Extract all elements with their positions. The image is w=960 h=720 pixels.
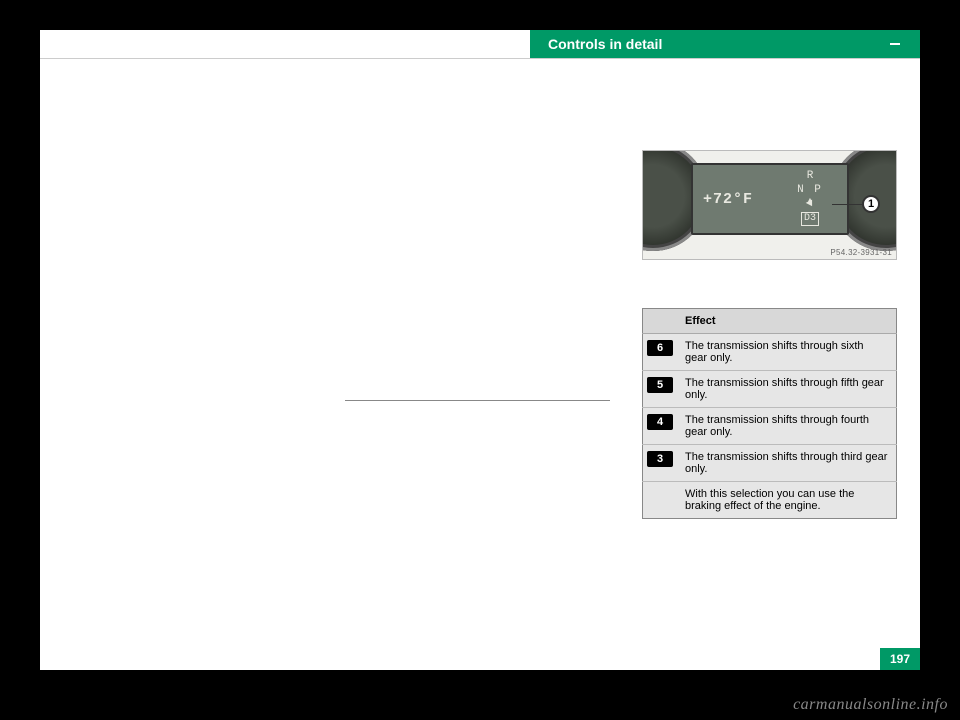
page-number: 197	[880, 648, 920, 670]
callout-number: 1	[862, 195, 880, 213]
gear-badge-cell: 3	[643, 445, 678, 482]
callout-leader-line	[832, 204, 862, 205]
gear-effect-text: The transmission shifts through fifth ge…	[677, 371, 897, 408]
gear-badge-5: 5	[647, 377, 673, 393]
header-divider	[40, 58, 920, 59]
table-header-effect: Effect	[677, 309, 897, 334]
cluster-body: +72°F R N P ◄ D3 1	[643, 151, 896, 245]
gear-effect-text: The transmission shifts through sixth ge…	[677, 334, 897, 371]
table-row: 3 The transmission shifts through third …	[643, 445, 897, 482]
gear-np: N P ◄	[795, 183, 825, 197]
watermark: carmanualsonline.info	[793, 696, 948, 714]
gear-selected: D3	[801, 212, 819, 226]
gear-badge-cell-empty	[643, 482, 678, 519]
gear-r: R	[795, 169, 825, 183]
gear-badge-6: 6	[647, 340, 673, 356]
instrument-cluster-figure: +72°F R N P ◄ D3 1 P54.32-3931-31	[642, 150, 897, 260]
gear-badge-3: 3	[647, 451, 673, 467]
display-temperature: +72°F	[703, 191, 753, 208]
table-row: 6 The transmission shifts through sixth …	[643, 334, 897, 371]
table-row: 5 The transmission shifts through fifth …	[643, 371, 897, 408]
gear-range-table: Effect 6 The transmission shifts through…	[642, 308, 897, 519]
table-header-empty	[643, 309, 678, 334]
gear-effect-text: The transmission shifts through third ge…	[677, 445, 897, 482]
multifunction-display: +72°F R N P ◄ D3	[691, 163, 849, 235]
table-row: With this selection you can use the brak…	[643, 482, 897, 519]
header-tab-label: Controls in detail	[548, 36, 662, 52]
display-gear-indicator: R N P ◄ D3	[795, 169, 825, 225]
gear-badge-4: 4	[647, 414, 673, 430]
gear-badge-cell: 4	[643, 408, 678, 445]
table-row: 4 The transmission shifts through fourth…	[643, 408, 897, 445]
figure-code: P54.32-3931-31	[830, 248, 892, 257]
gear-effect-extra: With this selection you can use the brak…	[677, 482, 897, 519]
header-tab: Controls in detail	[530, 30, 920, 58]
manual-page: Controls in detail +72°F R N P ◄ D3 1 P5…	[40, 30, 920, 670]
gear-badge-cell: 6	[643, 334, 678, 371]
gear-badge-cell: 5	[643, 371, 678, 408]
gear-effect-text: The transmission shifts through fourth g…	[677, 408, 897, 445]
column-divider	[345, 400, 610, 401]
gear-selected-row: D3	[795, 211, 825, 225]
